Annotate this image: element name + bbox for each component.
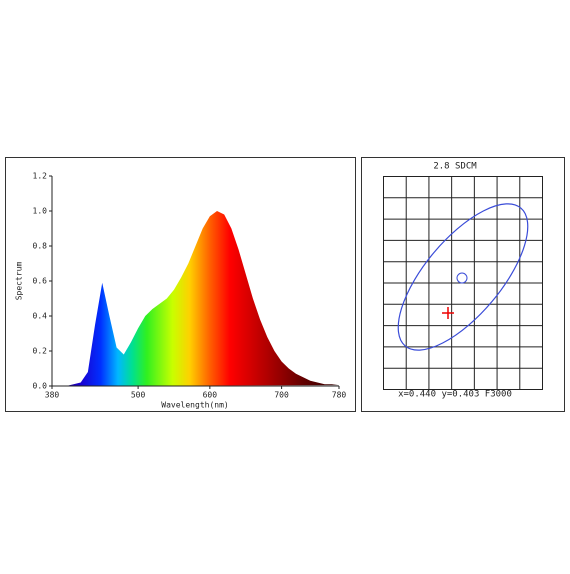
x-tick-label: 500 bbox=[131, 391, 146, 400]
caption: x=0.440 y=0.403 F3000 bbox=[398, 390, 512, 400]
x-tick-label: 780 bbox=[332, 391, 347, 400]
sdcm-grid bbox=[383, 176, 543, 390]
right-panel bbox=[361, 157, 565, 412]
y-tick-label: 1.0 bbox=[33, 207, 48, 216]
measured-point bbox=[442, 307, 454, 319]
spectrum-area bbox=[52, 211, 339, 386]
x-tick-label: 380 bbox=[45, 391, 60, 400]
y-tick-label: 0.8 bbox=[33, 242, 48, 251]
y-tick-label: 0.2 bbox=[33, 347, 48, 356]
y-tick-label: 0.6 bbox=[33, 277, 48, 286]
x-tick-label: 700 bbox=[274, 391, 289, 400]
panel-title: 2.8 SDCM bbox=[433, 162, 477, 172]
y-tick-label: 0.0 bbox=[33, 382, 48, 391]
target-point bbox=[456, 272, 468, 284]
y-tick-label: 1.2 bbox=[33, 172, 48, 181]
sdcm-ellipse bbox=[397, 203, 529, 351]
x-tick-label: 600 bbox=[203, 391, 218, 400]
y-tick-label: 0.4 bbox=[33, 312, 48, 321]
x-axis-label: Wavelength(nm) bbox=[161, 401, 228, 410]
y-axis-label: Spectrum bbox=[15, 262, 24, 301]
